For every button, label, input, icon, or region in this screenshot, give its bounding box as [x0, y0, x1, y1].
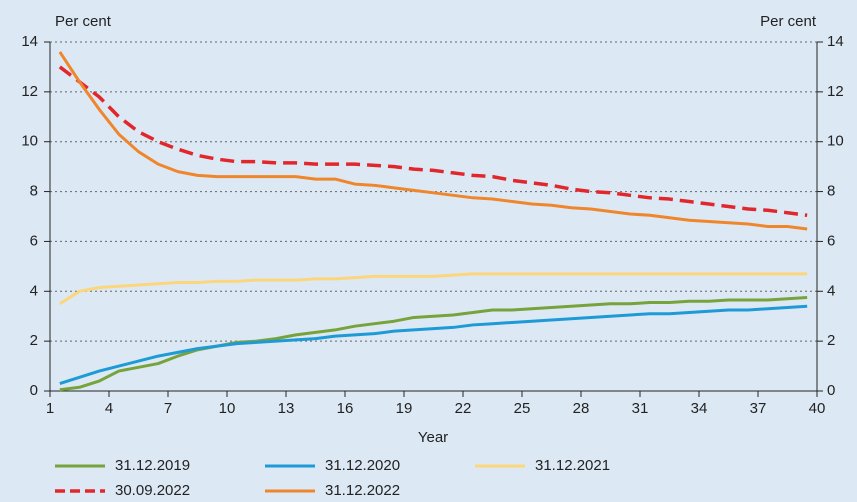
x-tick-label: 1: [46, 400, 54, 417]
x-tick-label: 40: [809, 400, 826, 417]
y-tick-label: 12: [21, 83, 38, 100]
legend-label: 31.12.2021: [535, 457, 610, 474]
legend-label: 31.12.2019: [115, 457, 190, 474]
y2-tick-label: 14: [827, 33, 844, 50]
y2-axis-label: Per cent: [760, 13, 817, 30]
y2-tick-label: 2: [827, 332, 835, 349]
x-tick-label: 28: [573, 400, 590, 417]
x-axis-label: Year: [418, 429, 448, 446]
series-line: [59, 272, 808, 306]
y-axis-label: Per cent: [55, 13, 112, 30]
series-line: [59, 296, 808, 392]
x-tick-label: 10: [219, 400, 236, 417]
x-tick-label: 4: [105, 400, 113, 417]
series-line: [58, 65, 808, 217]
y-tick-label: 2: [30, 332, 38, 349]
x-tick-label: 19: [396, 400, 413, 417]
x-tick-label: 31: [632, 400, 649, 417]
y-tick-label: 4: [30, 282, 38, 299]
x-tick-label: 34: [691, 400, 708, 417]
y-tick-label: 10: [21, 133, 38, 150]
series-line: [59, 304, 808, 385]
y-tick-label: 8: [30, 183, 38, 200]
x-tick-label: 22: [455, 400, 472, 417]
y2-tick-label: 6: [827, 232, 835, 249]
legend-label: 31.12.2022: [325, 482, 400, 499]
legend-label: 31.12.2020: [325, 457, 400, 474]
legend-label: 30.09.2022: [115, 482, 190, 499]
y2-tick-label: 8: [827, 183, 835, 200]
x-tick-label: 16: [337, 400, 354, 417]
x-tick-label: 25: [514, 400, 531, 417]
y2-tick-label: 10: [827, 133, 844, 150]
x-tick-label: 37: [750, 400, 767, 417]
y-tick-label: 6: [30, 232, 38, 249]
y2-tick-label: 0: [827, 382, 835, 399]
y2-tick-label: 12: [827, 83, 844, 100]
series-line: [58, 51, 808, 231]
y-tick-label: 0: [30, 382, 38, 399]
y2-tick-label: 4: [827, 282, 835, 299]
x-tick-label: 7: [164, 400, 172, 417]
x-tick-label: 13: [278, 400, 295, 417]
y-tick-label: 14: [21, 33, 38, 50]
